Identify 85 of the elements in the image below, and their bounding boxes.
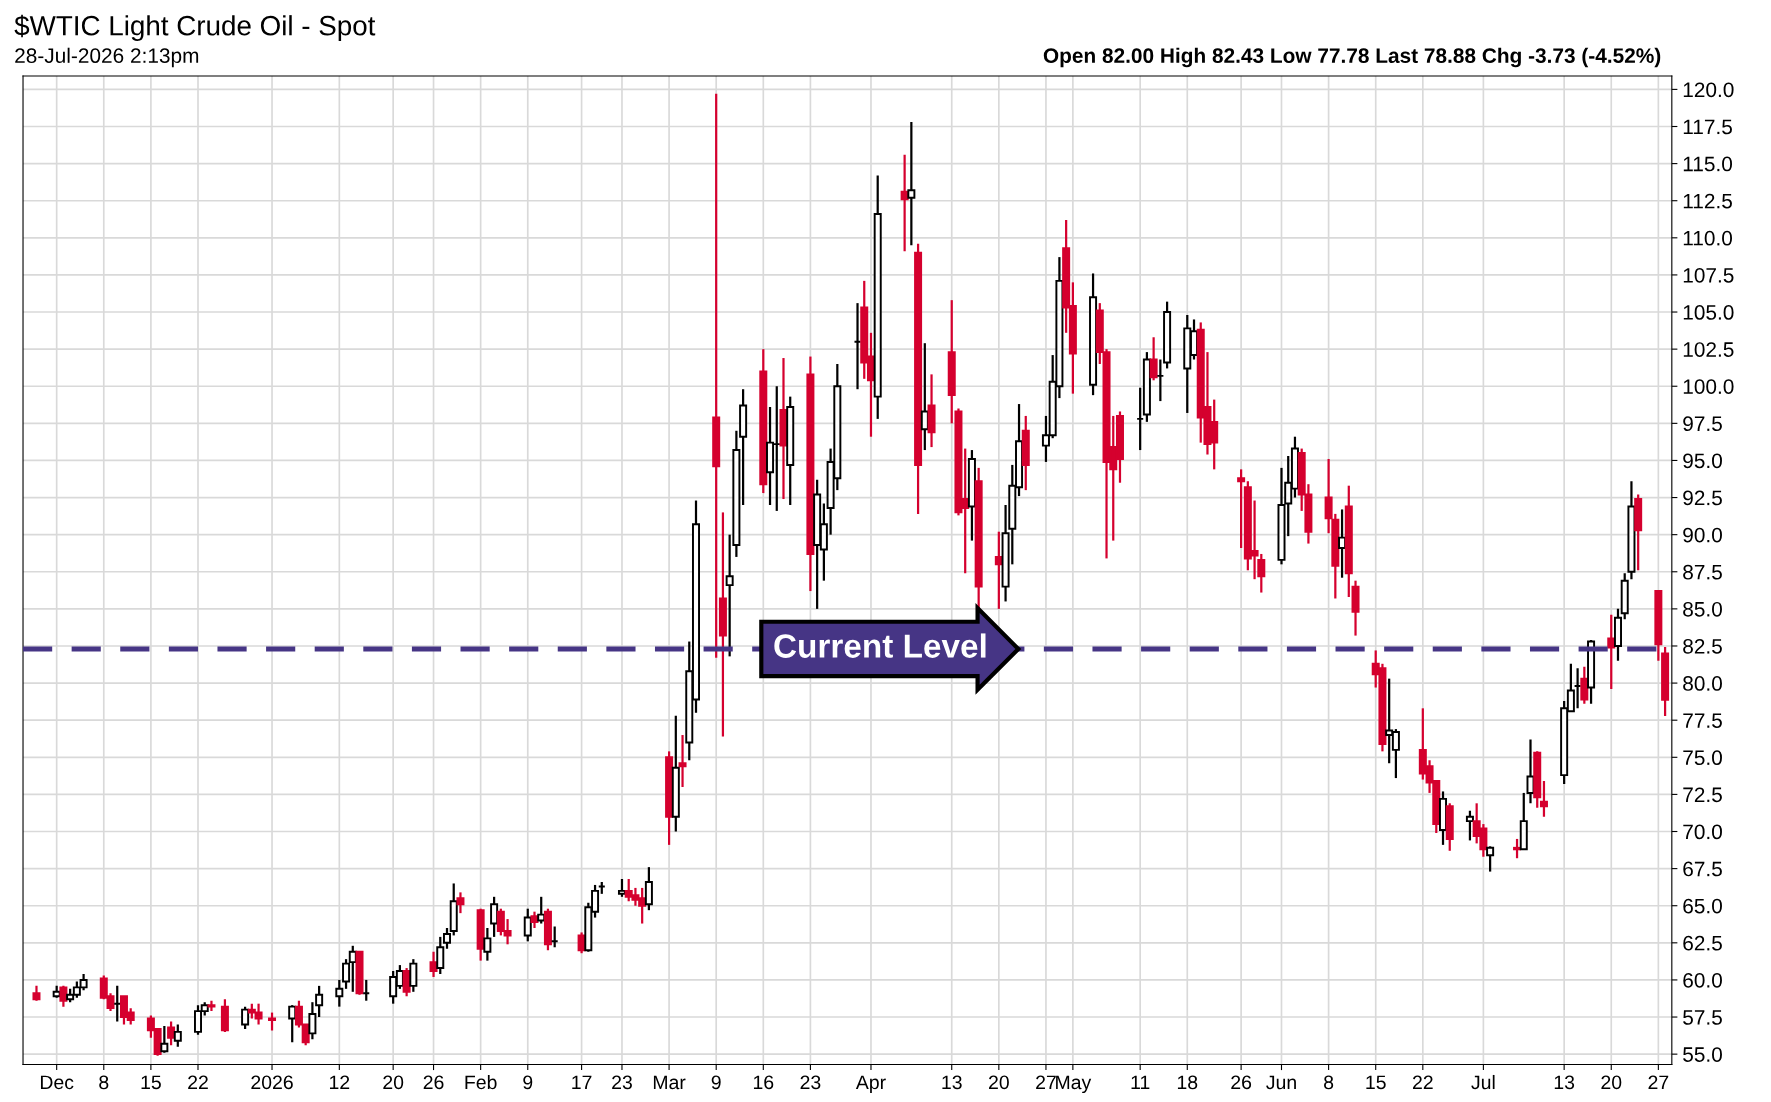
x-tick-label: May [1056,1075,1092,1094]
candlestick [220,998,229,1033]
x-tick-label: 9 [711,1075,721,1090]
candlestick [483,926,492,962]
x-tick-label: 13 [1554,1075,1575,1090]
x-tick-label: 13 [942,1075,962,1090]
y-tick-label: 60.0 [1683,972,1722,988]
x-tick-label: 23 [612,1075,632,1090]
chart-subtitle: 28-Jul-2026 2:13pm [15,47,199,68]
y-tick-label: 75.0 [1683,750,1722,766]
chart-title: $WTIC Light Crude Oil - Spot [14,14,376,42]
x-tick-label: 12 [329,1075,350,1090]
x-tick-label: 16 [753,1075,774,1090]
ref-line-label: Current Level [774,633,986,658]
x-tick-label: 18 [1177,1075,1198,1090]
y-tick-label: 62.5 [1683,935,1722,951]
y-tick-label: 112.5 [1683,193,1732,209]
candlestick [1149,336,1158,382]
y-tick-label: 97.5 [1683,416,1722,432]
x-tick-label: 22 [1412,1075,1433,1090]
x-tick-label: 23 [800,1075,821,1090]
candlestick [644,866,653,912]
y-tick-label: 110.0 [1683,230,1733,246]
candlestick [335,978,344,1008]
y-tick-label: 105.0 [1683,305,1734,320]
candlestick [907,120,916,247]
x-tick-label: 27 [1036,1075,1056,1090]
y-tick-label: 102.5 [1683,342,1734,357]
x-tick-label: Mar [653,1075,686,1090]
y-tick-label: 115.0 [1683,156,1733,172]
x-tick-label: 17 [572,1075,592,1090]
y-tick-label: 65.0 [1683,898,1722,914]
text: Open 82.00 High 82.43 Low 77.78 Last 78.88 Chg -3.73 (-4.52%) [1043,47,1661,68]
y-tick-label: 72.5 [1683,787,1722,803]
candlestick [456,891,465,915]
candlestick [537,895,546,925]
y-tick-label: 55.0 [1683,1047,1722,1062]
x-tick-label: Jul [1471,1074,1495,1090]
x-tick-label: Jun [1266,1075,1296,1090]
x-tick-label: 15 [1366,1075,1386,1090]
x-tick-label: 26 [1231,1075,1252,1090]
x-tick-label: 15 [141,1075,161,1090]
candlestick [241,1005,250,1031]
x-tick-label: Feb [465,1074,497,1090]
x-tick-label: 9 [523,1075,533,1090]
x-tick-label: 22 [188,1075,208,1090]
x-tick-label: 8 [1324,1075,1334,1090]
y-tick-label: 80.0 [1683,676,1722,691]
x-tick-label: 20 [989,1075,1009,1090]
x-tick-label: 27 [1648,1075,1669,1090]
candlestick [1237,468,1246,550]
x-tick-label: 20 [1601,1075,1622,1090]
candlestick [167,1020,176,1047]
y-tick-label: 95.0 [1683,453,1722,469]
y-tick-label: 57.5 [1683,1010,1722,1025]
y-tick-label: 77.5 [1683,713,1722,728]
candlestick [173,1023,182,1048]
x-tick-label: Apr [855,1075,886,1094]
x-tick-label: 2026 [251,1075,293,1090]
y-tick-label: 90.0 [1683,527,1722,543]
y-tick-label: 87.5 [1683,564,1722,580]
candlestick [1539,779,1548,818]
y-tick-label: 100.0 [1683,379,1734,394]
y-tick-label: 70.0 [1683,824,1722,840]
x-tick-label: Dec [40,1075,74,1090]
candlestick [1465,809,1474,842]
candlestick [1486,845,1495,873]
candlestick [160,1024,169,1054]
y-tick-label: 107.5 [1683,267,1734,283]
x-tick-label: 11 [1131,1075,1150,1090]
y-tick-label: 85.0 [1683,601,1722,617]
x-tick-label: 8 [99,1075,109,1090]
y-tick-label: 117.5 [1683,119,1732,135]
candlestick [490,895,499,938]
x-tick-label: 20 [383,1075,404,1090]
y-tick-label: 92.5 [1683,490,1722,506]
candlestick [523,907,532,943]
y-tick-label: 67.5 [1683,861,1722,877]
y-tick-label: 120.0 [1683,82,1734,98]
y-tick-label: 82.5 [1683,638,1722,654]
x-tick-label: 26 [423,1075,444,1090]
candlestick [1580,665,1589,705]
candlestick [436,935,445,976]
candlestick [678,733,687,789]
candlestick [409,958,418,993]
